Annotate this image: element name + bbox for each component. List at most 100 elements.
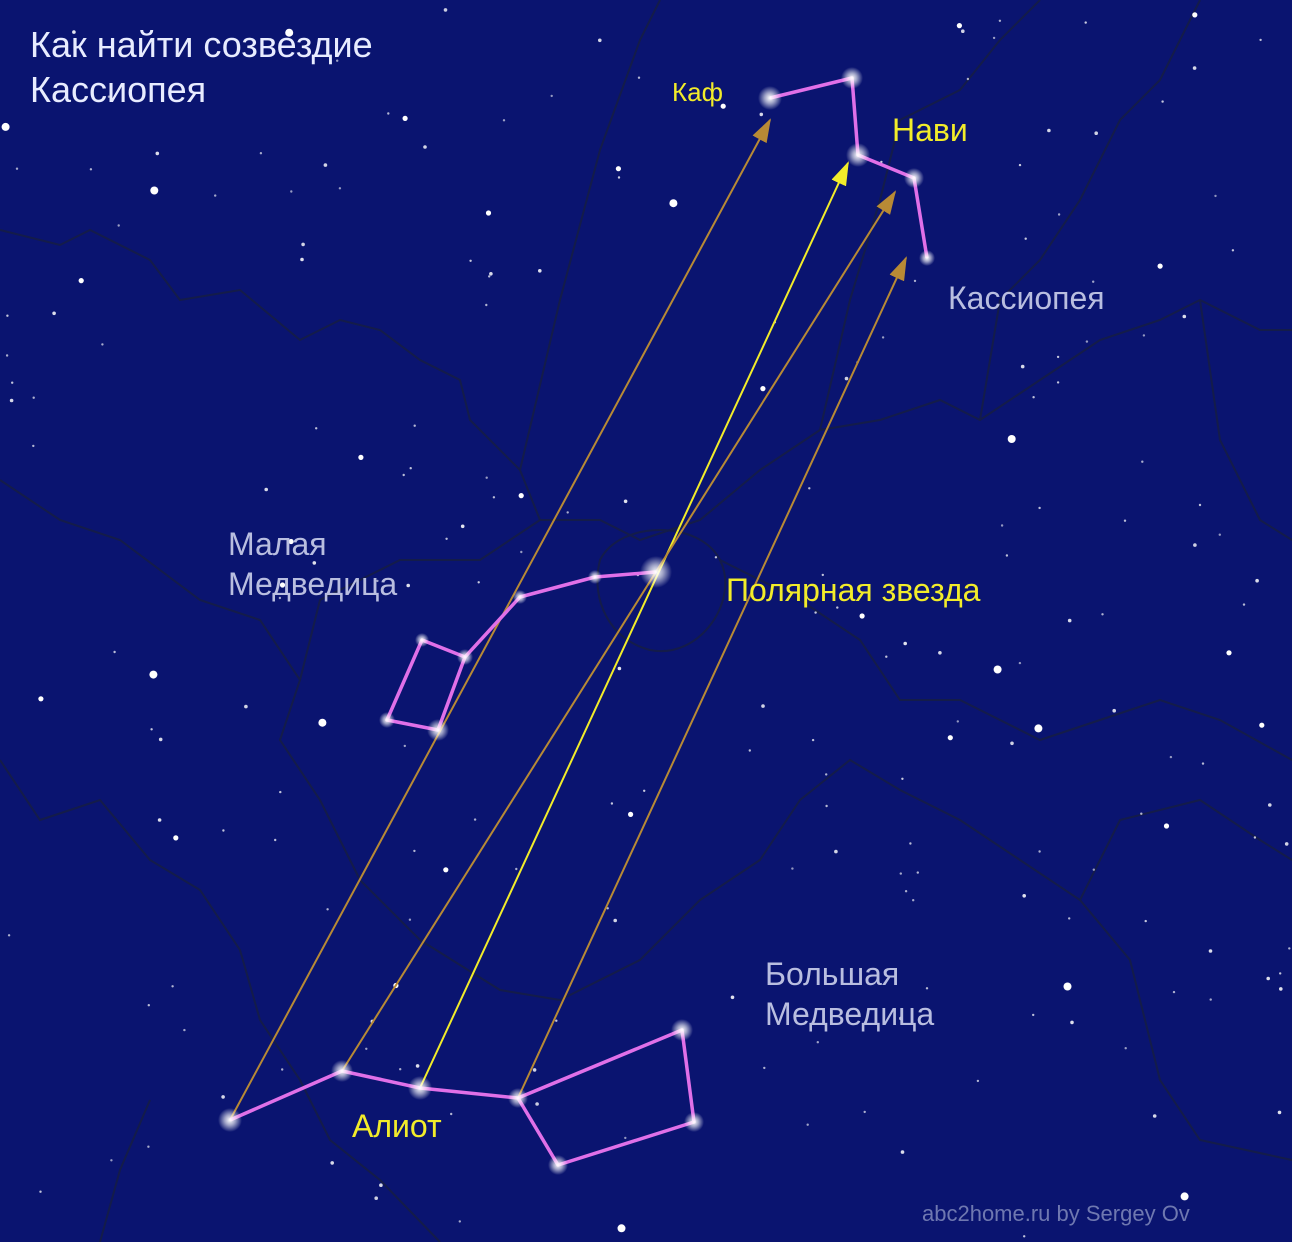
background-star <box>1032 396 1035 399</box>
background-star <box>502 119 506 122</box>
background-star <box>117 224 120 227</box>
background-star <box>844 376 849 381</box>
background-star <box>555 1019 558 1022</box>
background-star <box>1218 533 1222 536</box>
background-star <box>903 641 907 646</box>
background-star <box>1018 163 1022 167</box>
background-star <box>1085 340 1089 343</box>
background-star <box>624 1136 627 1140</box>
background-star <box>1279 972 1282 975</box>
background-star <box>643 789 646 792</box>
little-dipper-star <box>415 633 429 647</box>
kaf-label: Каф <box>672 77 723 107</box>
background-star <box>859 613 865 619</box>
background-star <box>290 190 293 193</box>
background-star <box>1198 503 1202 507</box>
background-star <box>1214 194 1217 198</box>
background-star <box>147 1145 150 1148</box>
background-star <box>1034 724 1043 733</box>
background-star <box>443 8 448 12</box>
background-star <box>9 398 14 403</box>
background-star <box>806 1123 809 1126</box>
background-star <box>1255 578 1259 583</box>
background-star <box>1020 364 1025 369</box>
background-star <box>374 1196 379 1200</box>
background-star <box>147 1004 150 1007</box>
background-star <box>899 1016 903 1021</box>
background-star <box>617 176 621 179</box>
background-star <box>520 550 523 554</box>
background-star <box>881 336 885 339</box>
background-star <box>613 918 617 923</box>
background-star <box>107 95 111 98</box>
background-star <box>1056 381 1060 384</box>
background-star <box>1123 519 1127 522</box>
background-star <box>32 396 35 399</box>
navi-label: Нави <box>892 112 968 148</box>
background-star <box>763 1066 766 1070</box>
background-star <box>912 899 915 902</box>
background-star <box>628 811 634 818</box>
background-star <box>1010 741 1014 746</box>
little-dipper-star <box>588 570 602 584</box>
background-star <box>1092 280 1095 283</box>
big-dipper-star <box>671 1019 693 1041</box>
little-dipper-star <box>427 719 449 741</box>
background-star <box>1284 842 1289 846</box>
background-star <box>1277 1110 1282 1115</box>
background-star <box>998 19 1002 22</box>
background-star <box>1259 722 1265 728</box>
background-star <box>759 112 764 117</box>
background-star <box>1038 506 1041 510</box>
background-star <box>515 867 518 871</box>
background-star <box>956 720 959 723</box>
background-star <box>5 354 9 357</box>
background-star <box>150 728 153 731</box>
background-star <box>825 804 828 808</box>
background-star <box>15 167 19 170</box>
background-star <box>1253 836 1257 839</box>
background-star <box>811 738 815 742</box>
background-star <box>669 199 678 208</box>
background-star <box>610 802 614 805</box>
arrow-to-cassiopeia-star-4 <box>341 190 897 1072</box>
background-star <box>976 1079 980 1083</box>
background-star <box>966 77 970 81</box>
background-star <box>89 168 93 171</box>
background-star <box>1092 868 1096 871</box>
background-star <box>1226 650 1232 656</box>
kaf-star <box>758 86 782 110</box>
background-star <box>938 651 942 655</box>
background-star <box>1005 554 1009 557</box>
little-dipper-figure <box>385 570 657 732</box>
background-star <box>904 890 908 893</box>
background-star <box>1007 435 1016 443</box>
background-star <box>157 818 162 822</box>
background-star <box>1161 100 1164 103</box>
background-star <box>1022 894 1026 898</box>
background-star <box>259 152 263 155</box>
background-star <box>532 1068 537 1072</box>
background-star <box>402 115 408 121</box>
background-star <box>791 867 794 870</box>
background-star <box>720 103 726 109</box>
background-star <box>11 381 14 384</box>
background-star <box>415 1064 420 1068</box>
background-star <box>1268 803 1272 807</box>
cassiopeia-label: Кассиопея <box>948 280 1105 316</box>
background-star <box>617 1224 626 1233</box>
background-star <box>423 145 427 149</box>
little-dipper-star <box>513 590 527 604</box>
background-star <box>1084 21 1087 24</box>
background-star <box>1018 661 1022 665</box>
background-star <box>925 987 929 990</box>
background-star <box>413 424 416 427</box>
background-star <box>615 166 622 172</box>
little-dipper-star <box>379 712 395 728</box>
background-star <box>1024 237 1027 240</box>
background-star <box>1169 755 1173 759</box>
background-star <box>1279 987 1283 991</box>
background-star <box>6 314 9 317</box>
background-star <box>460 524 465 529</box>
